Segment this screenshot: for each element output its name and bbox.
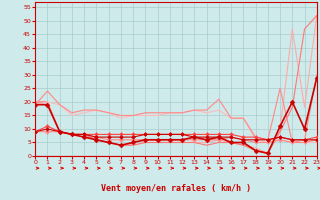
Text: Vent moyen/en rafales ( km/h ): Vent moyen/en rafales ( km/h ) [101, 184, 251, 193]
